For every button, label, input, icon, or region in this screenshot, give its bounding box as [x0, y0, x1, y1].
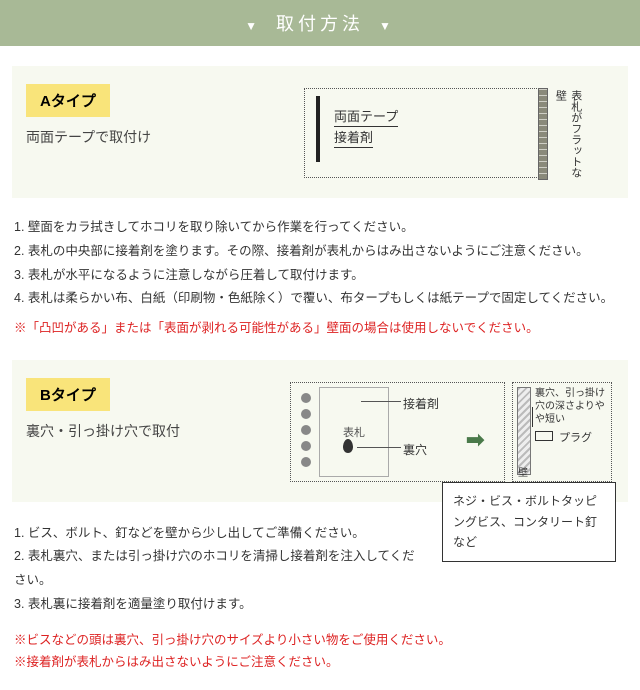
- diagram-b: 表札 接着剤 裏穴 ➡ 裏穴、引っ掛け穴の深さよりやや短い プラグ 壁: [284, 378, 614, 488]
- type-a-warning: ※「凸凹がある」または「表面が剥れる可能性がある」壁面の場合は使用しないでくださ…: [14, 317, 626, 340]
- type-a-badge: Aタイプ: [26, 84, 110, 117]
- type-b-steps: 1. ビス、ボルト、釘などを壁から少し出してご準備ください。 2. 表札裏穴、ま…: [14, 522, 420, 617]
- type-b-fastener-note: ネジ・ビス・ボルトタッピングビス、コンタリート釘など: [442, 482, 616, 561]
- step-item: 1. ビス、ボルト、釘などを壁から少し出してご準備ください。: [14, 522, 420, 546]
- diagram-a-tape-label: 両面テープ: [334, 106, 398, 127]
- down-arrow-icon: ▼: [379, 19, 395, 33]
- section-type-a: Aタイプ 両面テープで取付け 両面テープ 接着剤 表札がフラットな壁: [12, 66, 628, 198]
- page-header: ▼ 取付方法 ▼: [0, 0, 640, 46]
- diagram-b-hole-label: 裏穴: [403, 441, 427, 458]
- step-item: 4. 表札は柔らかい布、白紙（印刷物・色紙除く）で覆い、布タープもしくは紙テープ…: [14, 287, 626, 311]
- diagram-a: 両面テープ 接着剤 表札がフラットな壁: [304, 84, 614, 184]
- back-hole-icon: [343, 439, 353, 453]
- header-title: 取付方法: [276, 14, 364, 34]
- warning-item: ※ビスなどの頭は裏穴、引っ掛け穴のサイズより小さい物をご使用ください。: [14, 629, 626, 652]
- type-b-subtitle: 裏穴・引っ掛け穴で取付: [26, 421, 276, 441]
- diagram-b-plug-label: プラグ: [559, 429, 592, 445]
- diagram-b-adhesive-label: 接着剤: [403, 395, 439, 412]
- diagram-b-wall-label: 壁: [518, 464, 528, 479]
- type-b-badge: Bタイプ: [26, 378, 110, 411]
- wall-texture: [538, 88, 548, 180]
- wall-texture-b: [517, 387, 531, 475]
- section-type-b: Bタイプ 裏穴・引っ掛け穴で取付 表札 接着剤 裏穴 ➡ 裏穴、引っ掛け穴の深さ…: [12, 360, 628, 504]
- step-item: 3. 表札裏に接着剤を適量塗り取付けます。: [14, 593, 420, 617]
- diagram-a-adhesive-label: 接着剤: [334, 127, 373, 148]
- type-a-steps: 1. 壁面をカラ拭きしてホコリを取り除いてから作業を行ってください。 2. 表札…: [14, 216, 626, 311]
- down-arrow-icon: ▼: [245, 19, 261, 33]
- warning-item: ※接着剤が表札からはみ出さないようにご注意ください。: [14, 651, 626, 674]
- diagram-a-wall-text: 表札がフラットな壁: [552, 90, 583, 184]
- step-item: 2. 表札の中央部に接着剤を塗ります。その際、接着剤が表札からはみ出さないように…: [14, 240, 626, 264]
- type-a-subtitle: 両面テープで取付け: [26, 127, 276, 147]
- hole-dots-column: [297, 387, 315, 473]
- plug-icon: [535, 431, 553, 441]
- step-item: 2. 表札裏穴、または引っ掛け穴のホコリを清掃し接着剤を注入してください。: [14, 545, 420, 593]
- diagram-b-depth-label: 裏穴、引っ掛け穴の深さよりやや短い: [535, 387, 611, 426]
- right-arrow-icon: ➡: [466, 427, 484, 453]
- type-b-warnings: ※ビスなどの頭は裏穴、引っ掛け穴のサイズより小さい物をご使用ください。 ※接着剤…: [14, 629, 626, 674]
- step-item: 3. 表札が水平になるように注意しながら圧着して取付けます。: [14, 264, 626, 288]
- plate-side-bar: [316, 96, 320, 162]
- step-item: 1. 壁面をカラ拭きしてホコリを取り除いてから作業を行ってください。: [14, 216, 626, 240]
